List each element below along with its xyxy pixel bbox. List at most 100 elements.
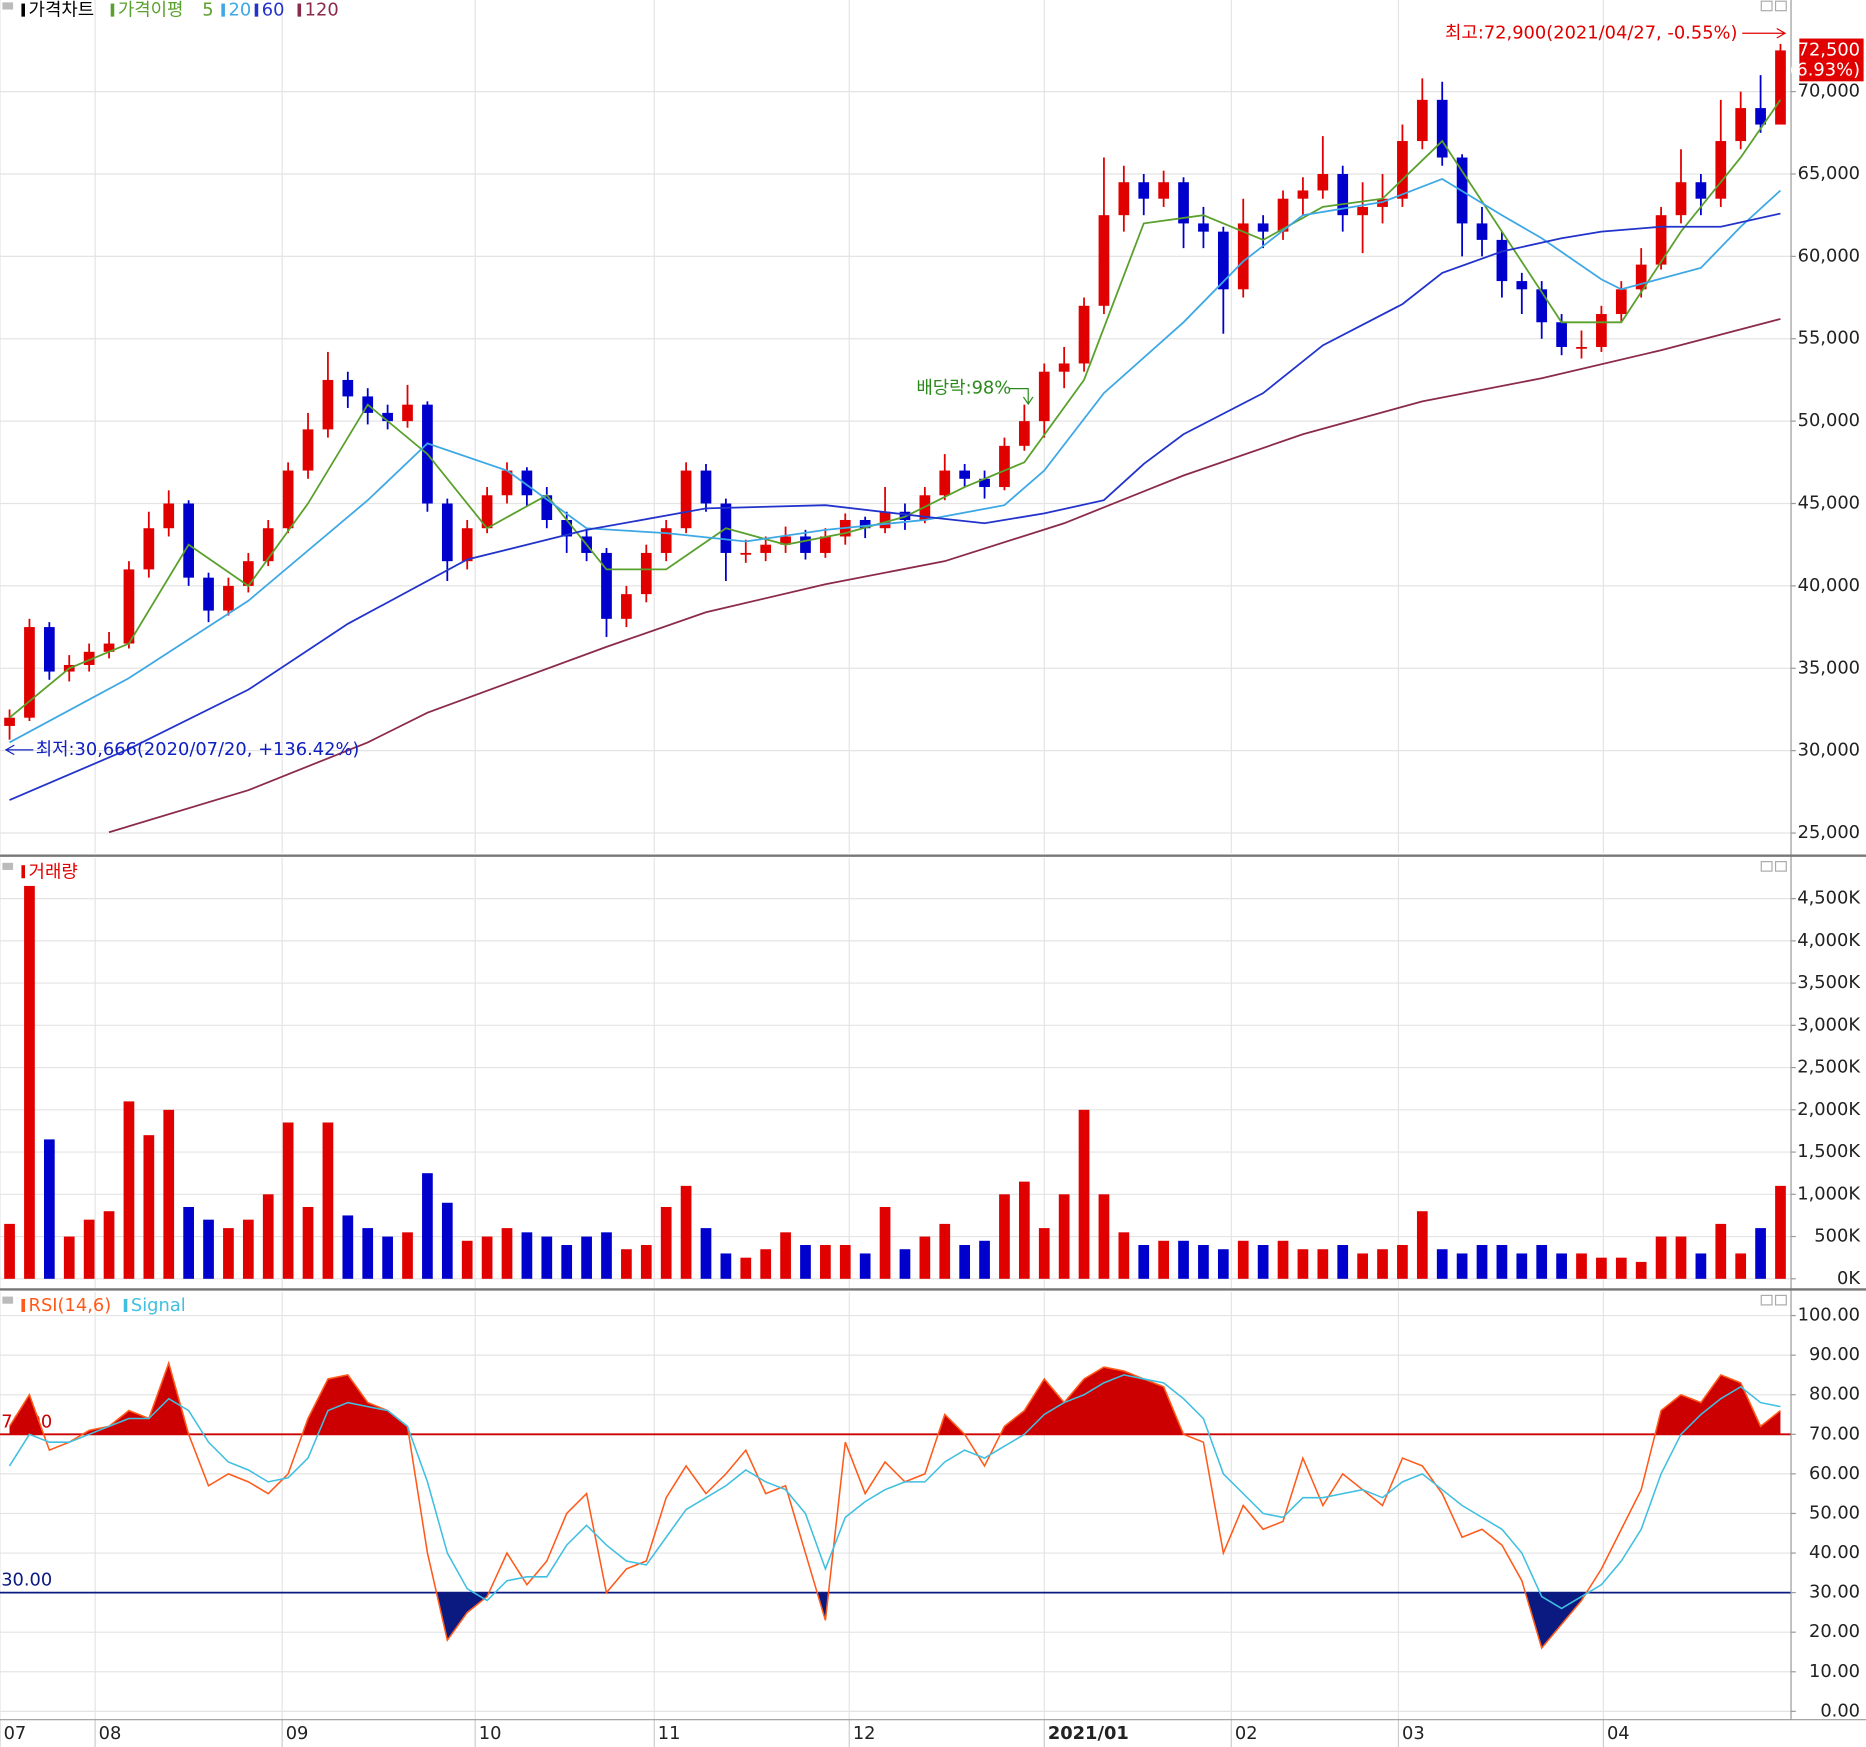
volume-bar xyxy=(680,1185,692,1279)
candle-body xyxy=(1178,182,1189,224)
volume-bar xyxy=(1018,1181,1030,1279)
volume-bar xyxy=(640,1245,652,1279)
candle-body xyxy=(4,717,15,726)
volume-bar xyxy=(1715,1223,1727,1279)
close-button[interactable] xyxy=(1774,861,1787,872)
minimize-button[interactable] xyxy=(1760,1294,1773,1306)
volume-bar xyxy=(1377,1249,1388,1279)
candle-body xyxy=(760,544,772,553)
candle-body xyxy=(1755,108,1766,125)
volume-bar xyxy=(342,1215,354,1279)
candle-body xyxy=(43,627,55,672)
legend-label: Signal xyxy=(131,1295,186,1316)
volume-bar xyxy=(203,1219,214,1279)
candle-body xyxy=(1476,223,1488,240)
y-tick-label: 4,000K xyxy=(1797,930,1861,951)
volume-bar xyxy=(1735,1253,1747,1279)
close-button[interactable] xyxy=(1774,1294,1787,1306)
volume-bar xyxy=(1456,1253,1468,1279)
volume-bar xyxy=(621,1249,632,1279)
legend-marker xyxy=(110,3,115,17)
last-price-box xyxy=(1799,38,1864,82)
candle-body xyxy=(740,552,752,555)
y-tick-label: 40,000 xyxy=(1798,575,1860,596)
volume-bar xyxy=(1397,1245,1408,1279)
volume-bar xyxy=(720,1253,732,1279)
candle-body xyxy=(859,519,871,529)
volume-bar xyxy=(919,1236,931,1279)
y-tick-label: 10.00 xyxy=(1809,1661,1860,1682)
candle-body xyxy=(382,412,393,422)
x-tick-label: 09 xyxy=(286,1723,309,1744)
grid-layer xyxy=(0,0,1796,1747)
volume-bar xyxy=(1556,1253,1567,1279)
y-tick-label: 3,000K xyxy=(1797,1014,1861,1035)
volume-bar xyxy=(83,1219,95,1279)
legend-label: RSI(14,6) xyxy=(29,1295,112,1316)
indicator-line xyxy=(8,1360,1781,1650)
volume-bar xyxy=(1775,1185,1786,1279)
legend-marker xyxy=(297,3,302,17)
volume-bar xyxy=(660,1206,672,1279)
y-tick-label: 25,000 xyxy=(1798,822,1860,843)
candle-body xyxy=(1496,239,1508,282)
x-tick-label: 04 xyxy=(1607,1723,1630,1744)
candle-body xyxy=(1018,421,1030,446)
volume-bar xyxy=(24,885,35,1279)
volume-bar xyxy=(1695,1253,1707,1279)
moving-average-line xyxy=(8,99,1782,719)
y-tick-label: 1,000K xyxy=(1797,1183,1861,1204)
volume-bar xyxy=(780,1232,791,1279)
candle-body xyxy=(640,552,652,595)
close-button[interactable] xyxy=(1774,0,1787,12)
minimize-button[interactable] xyxy=(1760,861,1773,872)
volume-bar xyxy=(103,1211,115,1279)
window-buttons[interactable] xyxy=(1760,0,1787,1306)
candle-body xyxy=(1416,99,1428,142)
volume-bar xyxy=(1297,1249,1309,1279)
volume-bar xyxy=(879,1206,891,1279)
candle-body xyxy=(1635,264,1647,290)
high-arrow xyxy=(1742,28,1787,39)
candle-body xyxy=(1357,206,1368,216)
candle-body xyxy=(242,561,254,586)
panel-icon xyxy=(2,2,14,10)
y-tick-label: 55,000 xyxy=(1798,328,1860,349)
candle-body xyxy=(660,528,672,553)
candle-body xyxy=(1735,108,1747,142)
candle-body xyxy=(441,503,453,562)
candle-body xyxy=(1715,141,1727,199)
candle-body xyxy=(1576,346,1587,349)
y-tick-label: 50,000 xyxy=(1798,410,1860,431)
legend-marker xyxy=(221,3,225,17)
volume-bar xyxy=(601,1232,612,1279)
candle-body xyxy=(601,552,612,619)
volume-bar xyxy=(1496,1245,1508,1279)
candle-body xyxy=(1217,231,1229,290)
legend-marker xyxy=(21,1298,25,1313)
y-tick-label: 80.00 xyxy=(1809,1384,1860,1405)
volume-bar xyxy=(1038,1228,1050,1279)
volume-bar xyxy=(740,1257,752,1279)
y-tick-label: 60.00 xyxy=(1809,1463,1860,1484)
x-tick-label: 07 xyxy=(4,1723,27,1744)
x-tick-label: 2021/01 xyxy=(1048,1723,1129,1744)
candle-body xyxy=(262,528,274,562)
volume-bar xyxy=(402,1232,413,1279)
minimize-button[interactable] xyxy=(1760,0,1773,12)
volume-bar xyxy=(541,1236,553,1279)
candle-body xyxy=(103,643,115,652)
candle-body xyxy=(1695,182,1707,199)
volume-bar xyxy=(1576,1253,1587,1279)
y-tick-label: 45,000 xyxy=(1798,493,1860,514)
volume-bar xyxy=(1078,1109,1090,1279)
candle-body xyxy=(183,503,194,578)
candle-body xyxy=(1098,215,1110,306)
y-tick-label: 20.00 xyxy=(1809,1621,1860,1642)
volume-bar xyxy=(461,1240,473,1279)
volume-bar xyxy=(1675,1236,1687,1279)
volume-bar xyxy=(1635,1261,1647,1279)
candle-body xyxy=(282,470,294,529)
